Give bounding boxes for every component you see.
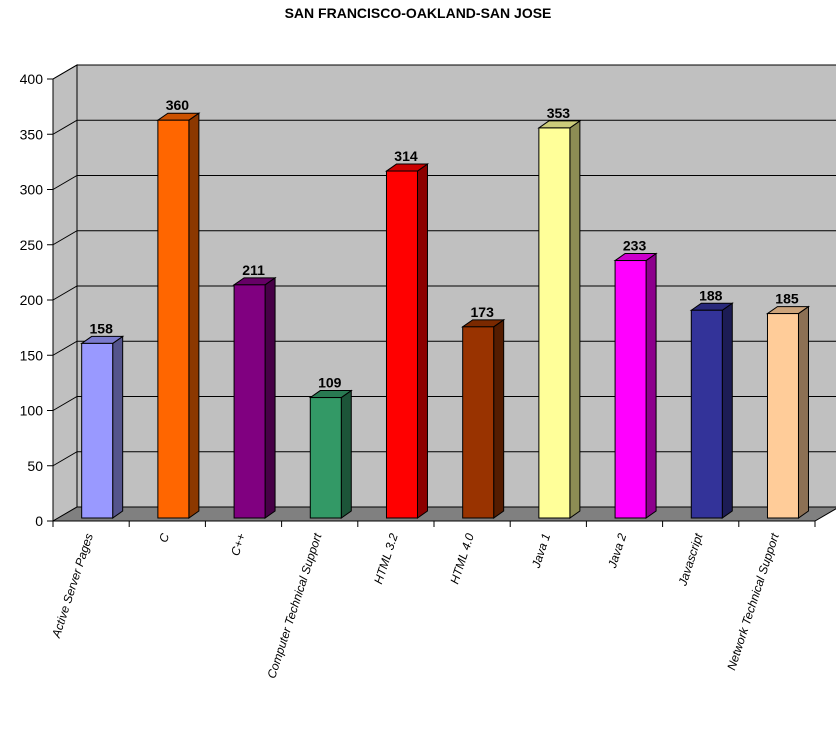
- x-tick-label: Javascript: [675, 531, 706, 588]
- bar-side: [569, 119, 581, 519]
- bar-2: [232, 276, 277, 519]
- bar-9: [765, 305, 811, 519]
- x-tick-label: Computer Technical Support: [264, 531, 324, 680]
- bar-side: [797, 305, 809, 519]
- bar: [462, 326, 495, 519]
- x-tick-label: C++: [228, 532, 248, 558]
- bar: [233, 284, 266, 519]
- bar-side: [112, 335, 124, 519]
- chart-bars: [80, 112, 811, 519]
- bar-side: [416, 163, 428, 519]
- bar: [81, 342, 114, 519]
- data-label: 185: [775, 291, 799, 307]
- bar: [690, 309, 723, 519]
- x-tick-label: Active Server Pages: [49, 532, 96, 641]
- bar: [538, 127, 571, 519]
- data-label: 233: [623, 238, 647, 254]
- bar-4: [384, 163, 430, 519]
- bar-side: [264, 276, 276, 519]
- bar-6: [537, 119, 582, 519]
- y-tick-label: 100: [20, 403, 44, 419]
- gridline: [52, 230, 836, 246]
- gridline: [52, 64, 836, 80]
- data-label: 360: [166, 97, 190, 113]
- bar: [766, 313, 799, 519]
- y-tick-label: 400: [20, 71, 44, 87]
- gridline: [52, 396, 836, 411]
- bar-side: [188, 112, 200, 519]
- bar-side: [493, 318, 505, 519]
- bar-7: [613, 252, 658, 519]
- data-label: 353: [547, 105, 571, 121]
- bar: [385, 170, 418, 519]
- bar-0: [80, 335, 125, 519]
- bar-1: [156, 112, 201, 519]
- gridline: [52, 119, 836, 135]
- x-tick-label: HTML 3.2: [371, 531, 401, 586]
- bar: [614, 260, 647, 519]
- x-tick-label: Network Technical Support: [724, 531, 782, 672]
- chart-axes: [47, 78, 816, 527]
- data-label: 314: [394, 148, 418, 164]
- y-tick-label: 0: [35, 513, 43, 529]
- y-tick-label: 200: [20, 292, 44, 308]
- x-tick-label: Java 2: [605, 531, 630, 570]
- data-label: 173: [471, 304, 495, 320]
- bar-3: [308, 389, 353, 519]
- bar-side: [340, 389, 352, 519]
- gridline: [52, 340, 836, 356]
- data-label: 211: [242, 262, 265, 278]
- bar-5: [461, 318, 506, 519]
- bar-side: [645, 252, 657, 519]
- gridline: [52, 175, 836, 190]
- data-label: 158: [90, 320, 114, 336]
- gridline: [52, 451, 836, 467]
- x-tick-label: HTML 4.0: [447, 531, 477, 586]
- y-tick-label: 50: [27, 458, 43, 474]
- gridline: [52, 285, 836, 301]
- x-tick-label: C: [156, 531, 172, 544]
- bar-side: [721, 302, 733, 519]
- data-label: 188: [699, 287, 723, 303]
- x-tick-label: Java 1: [529, 532, 554, 571]
- data-label: 109: [318, 375, 342, 391]
- y-tick-label: 350: [20, 126, 44, 142]
- y-tick-label: 150: [20, 347, 44, 363]
- bar: [157, 119, 190, 519]
- chart-title: SAN FRANCISCO-OAKLAND-SAN JOSE: [284, 5, 552, 21]
- chart-gridlines: [52, 64, 836, 467]
- y-tick-label: 250: [20, 237, 44, 253]
- bar-8: [689, 302, 734, 519]
- y-tick-label: 300: [20, 182, 44, 198]
- bar: [309, 397, 342, 519]
